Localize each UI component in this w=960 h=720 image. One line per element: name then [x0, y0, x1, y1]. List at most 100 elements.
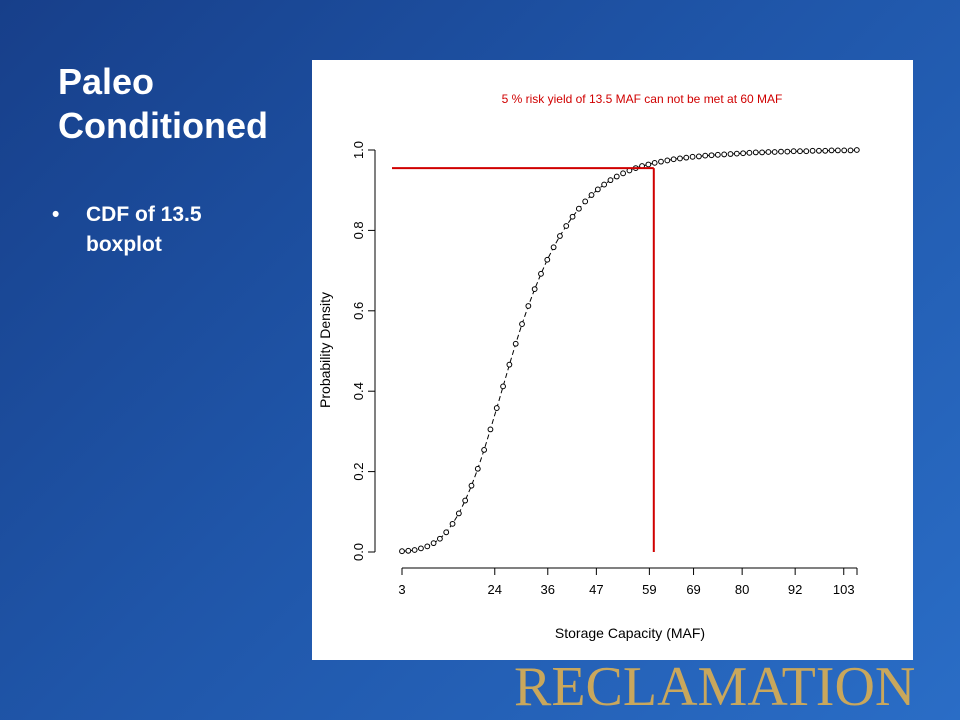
cdf-point	[714, 151, 721, 158]
cdf-point	[847, 147, 854, 154]
x-tick-label: 24	[488, 582, 502, 597]
cdf-point	[746, 149, 753, 156]
cdf-point	[582, 198, 589, 205]
cdf-point	[474, 465, 481, 472]
cdf-point	[727, 151, 734, 157]
cdf-point	[797, 148, 803, 155]
cdf-point	[740, 150, 747, 157]
y-tick-label: 0.6	[351, 302, 366, 320]
cdf-point	[449, 520, 456, 527]
cdf-point	[519, 321, 525, 327]
x-tick-label: 92	[788, 582, 802, 597]
reclamation-logo: RECLAMATION	[514, 656, 916, 718]
cdf-point	[506, 361, 513, 368]
cdf-point	[816, 147, 822, 154]
cdf-point	[784, 148, 791, 155]
slide-title-line-2: Conditioned	[58, 105, 268, 146]
cdf-point	[645, 161, 652, 168]
cdf-point	[430, 540, 437, 547]
cdf-point	[651, 159, 658, 166]
cdf-point	[418, 545, 424, 552]
cdf-point	[437, 535, 443, 542]
cdf-point	[658, 158, 664, 165]
cdf-point	[607, 177, 614, 184]
cdf-point	[569, 213, 576, 220]
cdf-point	[834, 147, 841, 154]
cdf-point	[822, 147, 829, 154]
cdf-point	[575, 205, 582, 212]
cdf-point	[620, 170, 626, 177]
cdf-point	[563, 223, 570, 229]
x-tick-label: 80	[735, 582, 749, 597]
cdf-point	[411, 547, 418, 553]
cdf-point	[399, 548, 405, 555]
cdf-point	[538, 270, 544, 277]
cdf-point	[525, 303, 532, 309]
chart-panel: 5 % risk yield of 13.5 MAF can not be me…	[312, 60, 913, 660]
y-tick-label: 0.0	[351, 543, 366, 561]
y-tick-label: 0.4	[351, 382, 366, 400]
chart-title: 5 % risk yield of 13.5 MAF can not be me…	[502, 92, 783, 106]
cdf-point	[702, 152, 709, 159]
cdf-point	[695, 153, 702, 160]
bullet-dot-icon: •	[52, 203, 60, 226]
bullet-item: • CDF of 13.5 boxplot	[52, 200, 302, 260]
x-tick-label: 47	[589, 582, 603, 597]
cdf-point	[493, 405, 500, 411]
x-tick-label: 103	[833, 582, 855, 597]
cdf-point	[531, 286, 538, 292]
cdf-point	[405, 547, 412, 554]
slide-title-line-1: Paleo	[58, 61, 155, 102]
cdf-point	[557, 233, 563, 239]
bullet-list: • CDF of 13.5 boxplot	[52, 200, 302, 260]
cdf-point	[468, 482, 475, 489]
cdf-point	[588, 192, 595, 198]
slide-title: Paleo Conditioned	[58, 60, 318, 148]
cdf-point	[853, 147, 860, 153]
y-tick-label: 0.8	[351, 221, 366, 239]
cdf-point	[765, 149, 772, 155]
cdf-point	[708, 152, 715, 159]
cdf-point	[500, 383, 506, 390]
cdf-point	[683, 154, 690, 161]
cdf-point	[809, 147, 816, 154]
cdf-point	[778, 148, 784, 155]
bullet-text: CDF of 13.5 boxplot	[86, 200, 202, 260]
cdf-point	[424, 543, 431, 550]
y-tick-label: 1.0	[351, 141, 366, 159]
cdf-point	[733, 150, 740, 157]
cdf-point	[759, 149, 765, 156]
cdf-point	[677, 155, 683, 162]
cdf-point	[544, 256, 551, 263]
cdf-point	[664, 157, 671, 164]
cdf-point	[481, 446, 488, 453]
cdf-point	[443, 529, 450, 536]
cdf-point	[721, 151, 728, 158]
x-tick-label: 3	[398, 582, 405, 597]
cdf-point	[670, 156, 677, 163]
x-axis-label: Storage Capacity (MAF)	[555, 625, 705, 641]
cdf-point	[828, 147, 835, 154]
cdf-point	[601, 181, 608, 188]
x-tick-label: 59	[642, 582, 656, 597]
bullet-text-line-2: boxplot	[86, 233, 162, 256]
x-tick-label: 36	[541, 582, 555, 597]
cdf-point	[613, 173, 620, 180]
cdf-point	[752, 149, 759, 156]
cdf-point	[550, 244, 557, 251]
cdf-point	[771, 149, 778, 155]
cdf-point	[790, 148, 797, 155]
cdf-series-line	[401, 149, 857, 552]
cdf-point	[512, 340, 519, 347]
cdf-chart: 5 % risk yield of 13.5 MAF can not be me…	[317, 92, 860, 641]
cdf-point	[841, 147, 848, 154]
cdf-point	[803, 148, 810, 155]
cdf-point	[455, 510, 462, 517]
cdf-point	[594, 186, 601, 193]
cdf-point	[462, 497, 469, 504]
y-axis-label: Probability Density	[317, 292, 333, 408]
y-tick-label: 0.2	[351, 463, 366, 481]
bullet-text-line-1: CDF of 13.5	[86, 203, 202, 226]
x-tick-label: 69	[686, 582, 700, 597]
cdf-point	[487, 426, 494, 433]
